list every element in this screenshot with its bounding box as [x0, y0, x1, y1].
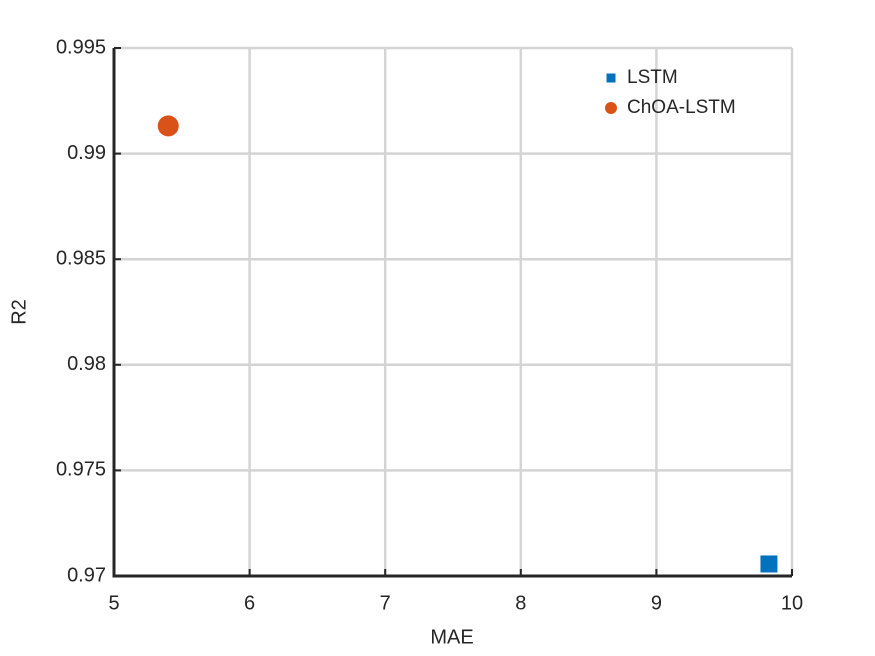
point [760, 555, 778, 573]
x-tick-label: 8 [515, 592, 526, 614]
legend-label: LSTM [627, 67, 678, 88]
x-tick-label: 9 [651, 592, 662, 614]
y-tick-label: 0.975 [56, 459, 106, 481]
y-axis-label: R2 [8, 299, 30, 325]
y-tick-label: 0.985 [56, 247, 106, 269]
y-tick-label: 0.98 [67, 353, 106, 375]
legend-marker [605, 102, 617, 114]
legend-label: ChOA-LSTM [627, 97, 736, 118]
x-tick-label: 7 [380, 592, 391, 614]
x-tick-label: 5 [108, 592, 119, 614]
x-tick-label: 10 [781, 592, 803, 614]
point [157, 115, 179, 137]
x-tick-label: 6 [244, 592, 255, 614]
y-tick-label: 0.99 [67, 142, 106, 164]
x-axis-label: MAE [430, 626, 473, 648]
legend-marker [606, 73, 616, 83]
y-tick-label: 0.995 [56, 36, 106, 58]
axis-frame [112, 48, 792, 578]
y-tick-label: 0.97 [67, 564, 106, 586]
